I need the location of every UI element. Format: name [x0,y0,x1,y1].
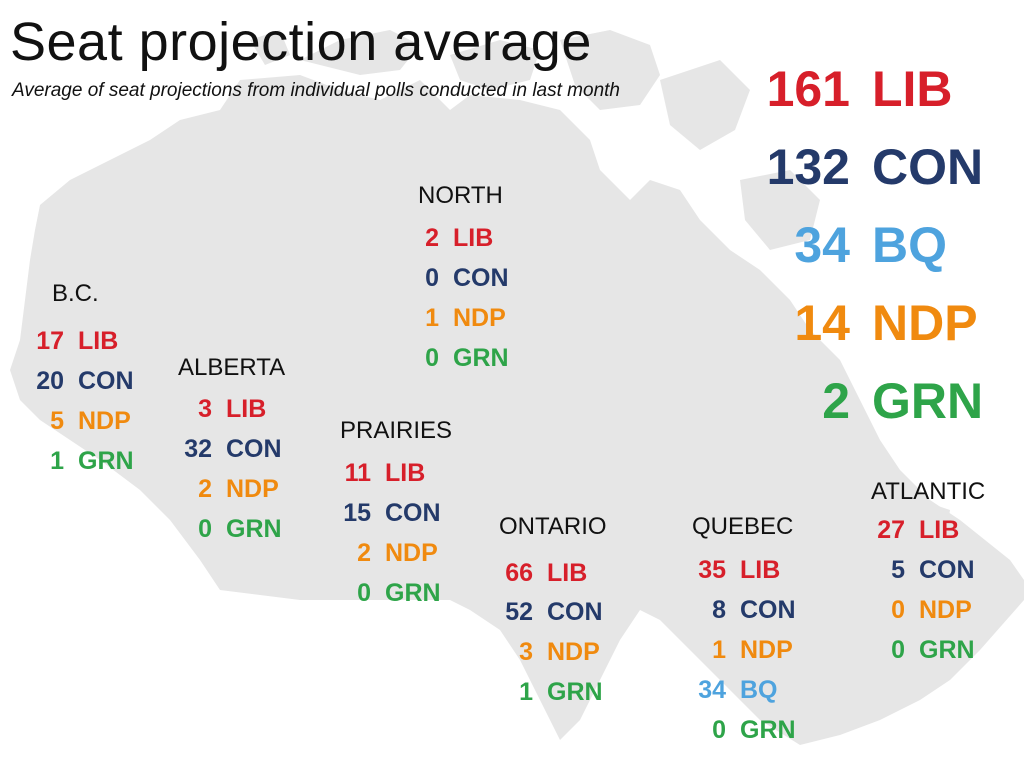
page-title: Seat projection average [10,12,592,72]
seat-count: 11 [344,459,371,487]
party-label: LIB [547,559,588,587]
party-label: NDP [919,596,972,624]
canada-landmass [10,30,1024,745]
party-label: GRN [78,447,134,475]
total-seats: 2 [822,373,850,429]
region-label: QUEBEC [692,513,794,540]
seat-count: 1 [50,447,64,475]
seat-count: 2 [357,539,371,567]
party-label: BQ [740,676,778,704]
total-party: LIB [872,61,953,117]
party-label: NDP [226,475,279,503]
seat-count: 5 [891,556,905,584]
party-label: GRN [226,515,282,543]
seat-count: 52 [505,598,533,626]
party-label: NDP [385,539,438,567]
seat-count: 0 [198,515,212,543]
seat-count: 3 [519,638,533,666]
party-label: GRN [740,716,796,744]
page-subtitle: Average of seat projections from individ… [12,80,620,101]
seat-count: 5 [50,407,64,435]
party-label: NDP [453,304,506,332]
party-label: NDP [78,407,131,435]
seat-count: 1 [425,304,439,332]
seat-count: 8 [712,596,726,624]
region-label: ATLANTIC [871,478,986,505]
seat-count: 0 [712,716,726,744]
seat-count: 27 [877,516,905,544]
seat-count: 3 [198,395,212,423]
party-label: LIB [226,395,267,423]
party-label: LIB [385,459,426,487]
total-party: GRN [872,373,984,429]
total-party: BQ [872,217,947,273]
party-label: LIB [740,556,781,584]
party-label: NDP [740,636,793,664]
party-label: LIB [919,516,960,544]
region-label: PRAIRIES [340,417,453,444]
total-seats: 34 [794,217,850,273]
party-label: CON [226,435,282,463]
total-party: NDP [872,295,978,351]
seat-count: 0 [891,636,905,664]
party-label: LIB [453,224,494,252]
region-label: NORTH [418,182,503,209]
party-label: LIB [78,327,119,355]
region-label: ALBERTA [178,354,286,381]
party-label: NDP [547,638,600,666]
region-label: B.C. [52,280,99,307]
seat-count: 32 [184,435,212,463]
seat-count: 2 [198,475,212,503]
seat-count: 0 [891,596,905,624]
seat-count: 15 [343,499,371,527]
seat-count: 35 [698,556,726,584]
party-label: CON [919,556,975,584]
total-seats: 132 [766,139,850,195]
party-label: GRN [385,579,441,607]
seat-count: 1 [519,678,533,706]
total-party: CON [872,139,984,195]
seat-count: 17 [36,327,64,355]
party-label: CON [453,264,509,292]
party-label: CON [78,367,134,395]
party-label: CON [385,499,441,527]
seat-count: 0 [357,579,371,607]
seat-count: 34 [698,676,726,704]
party-label: CON [740,596,796,624]
seat-count: 1 [712,636,726,664]
seat-count: 20 [36,367,64,395]
seat-count: 0 [425,264,439,292]
party-label: GRN [453,344,509,372]
seat-count: 66 [505,559,533,587]
party-label: CON [547,598,603,626]
party-label: GRN [547,678,603,706]
region-label: ONTARIO [499,513,607,540]
seat-count: 0 [425,344,439,372]
seat-count: 2 [425,224,439,252]
party-label: GRN [919,636,975,664]
total-seats: 14 [794,295,850,351]
total-seats: 161 [766,61,850,117]
